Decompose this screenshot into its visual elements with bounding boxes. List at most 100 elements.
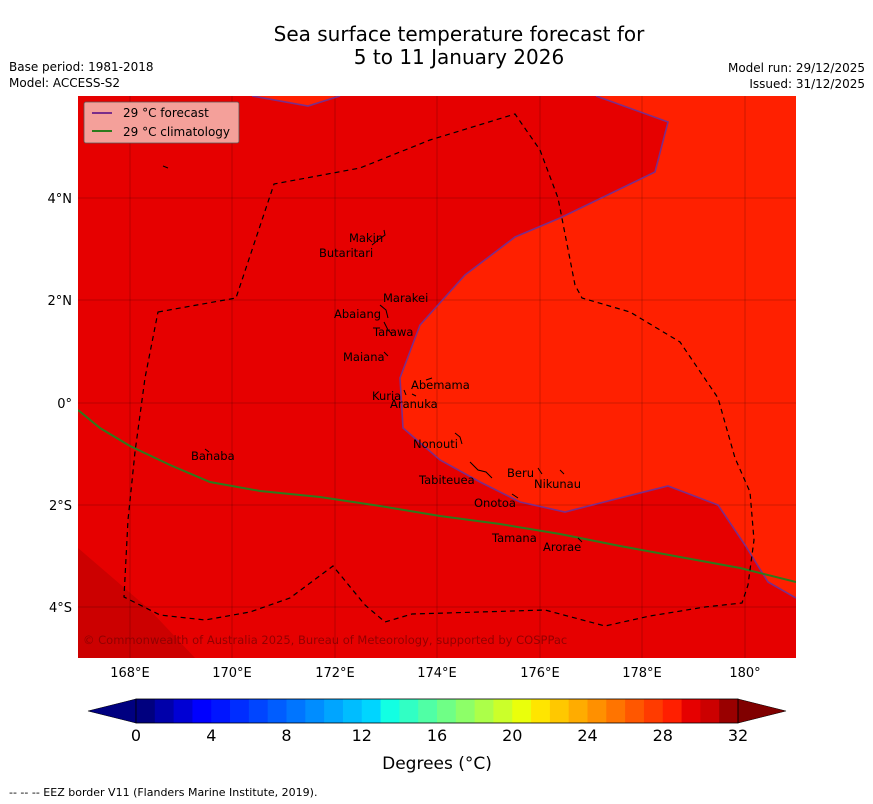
colorbar-cell bbox=[437, 699, 457, 723]
map-area: Makin Butaritari Marakei Abaiang Tarawa … bbox=[78, 96, 796, 658]
legend-forecast-label: 29 °C forecast bbox=[123, 106, 209, 120]
footer-note: -- -- -- EEZ border V11 (Flanders Marine… bbox=[9, 786, 318, 799]
place-kuria: Kuria bbox=[372, 389, 401, 403]
colorbar-over-arrow bbox=[737, 698, 787, 724]
place-nikunau: Nikunau bbox=[534, 477, 581, 491]
x-tick-176e: 176°E bbox=[520, 666, 560, 681]
y-tick-0: 0° bbox=[57, 397, 72, 412]
model-name: Model: ACCESS-S2 bbox=[9, 76, 121, 90]
island-outlines bbox=[162, 165, 583, 543]
place-abaiang: Abaiang bbox=[334, 307, 381, 321]
place-banaba: Banaba bbox=[191, 449, 235, 463]
copyright-notice: © Commonwealth of Australia 2025, Bureau… bbox=[83, 633, 567, 647]
colorbar-cell bbox=[305, 699, 325, 723]
y-tick-2s: 2°S bbox=[49, 499, 72, 514]
colorbar-cell bbox=[248, 699, 269, 723]
y-tick-4n: 4°N bbox=[48, 192, 73, 207]
chart-title-line2: 5 to 11 January 2026 bbox=[353, 45, 565, 69]
colorbar-cell bbox=[192, 699, 212, 723]
colorbar-cell bbox=[211, 699, 231, 723]
colorbar-tick-label: 4 bbox=[206, 726, 216, 745]
place-marakei: Marakei bbox=[383, 291, 428, 305]
colorbar-cell bbox=[267, 699, 287, 723]
colorbar-title: Degrees (°C) bbox=[382, 754, 492, 774]
y-tick-2n: 2°N bbox=[48, 294, 73, 309]
colorbar-cell bbox=[361, 699, 381, 723]
x-tick-174e: 174°E bbox=[417, 666, 457, 681]
x-tick-178e: 178°E bbox=[622, 666, 662, 681]
place-makin: Makin bbox=[349, 231, 383, 245]
colorbar-cells bbox=[136, 699, 739, 723]
colorbar-cell bbox=[512, 699, 532, 723]
colorbar-cell bbox=[568, 699, 588, 723]
forecast-29c-contour bbox=[251, 96, 796, 599]
place-beru: Beru bbox=[507, 466, 534, 480]
colorbar-tick-labels: 0 4 8 12 16 20 24 28 32 bbox=[131, 726, 748, 745]
colorbar-cell bbox=[173, 699, 193, 723]
x-tick-172e: 172°E bbox=[315, 666, 355, 681]
place-tarawa: Tarawa bbox=[372, 325, 413, 339]
eez-border bbox=[123, 113, 755, 627]
colorbar-tick-label: 20 bbox=[502, 726, 522, 745]
colorbar-cell bbox=[230, 699, 250, 723]
colorbar-cell bbox=[643, 699, 664, 723]
colorbar-tick-label: 32 bbox=[728, 726, 748, 745]
colorbar-cell bbox=[531, 699, 551, 723]
sst-warm-region bbox=[400, 96, 796, 598]
base-period: Base period: 1981-2018 bbox=[9, 60, 154, 74]
place-maiana: Maiana bbox=[343, 350, 385, 364]
colorbar-frame bbox=[135, 698, 739, 724]
colorbar-cell bbox=[662, 699, 682, 723]
colorbar-tick-label: 0 bbox=[131, 726, 141, 745]
sst-top-strip bbox=[252, 96, 340, 106]
colorbar-cell bbox=[681, 699, 701, 723]
colorbar-tick-label: 24 bbox=[577, 726, 597, 745]
colorbar-tick-label: 8 bbox=[281, 726, 291, 745]
place-onotoa: Onotoa bbox=[474, 496, 516, 510]
colorbar-cell bbox=[154, 699, 175, 723]
colorbar-cell bbox=[474, 699, 494, 723]
colorbar-cell bbox=[625, 699, 645, 723]
colorbar-cell bbox=[399, 699, 419, 723]
colorbar-cell bbox=[493, 699, 513, 723]
grid-lines bbox=[78, 96, 796, 658]
x-axis-labels: 168°E 170°E 172°E 174°E 176°E 178°E 180° bbox=[110, 666, 760, 681]
model-run: Model run: 29/12/2025 bbox=[727, 61, 865, 75]
colorbar-tick-label: 28 bbox=[653, 726, 673, 745]
issued-date: Issued: 31/12/2025 bbox=[749, 77, 865, 91]
colorbar-cell bbox=[455, 699, 476, 723]
colorbar-cell bbox=[719, 699, 739, 723]
colorbar-under-arrow bbox=[87, 698, 137, 724]
colorbar-cell bbox=[136, 699, 156, 723]
island-labels: Makin Butaritari Marakei Abaiang Tarawa … bbox=[191, 231, 581, 554]
place-aranuka: Aranuka bbox=[390, 397, 438, 411]
y-axis-labels: 4°N 2°N 0° 2°S 4°S bbox=[48, 192, 73, 616]
colorbar-cell bbox=[418, 699, 438, 723]
y-tick-4s: 4°S bbox=[49, 601, 72, 616]
colorbar-tick-label: 16 bbox=[427, 726, 447, 745]
colorbar-cell bbox=[606, 699, 626, 723]
place-nonouti: Nonouti bbox=[413, 437, 458, 451]
colorbar-cell bbox=[587, 699, 607, 723]
colorbar-cell bbox=[380, 699, 400, 723]
legend-climatology-label: 29 °C climatology bbox=[123, 125, 230, 139]
colorbar-cell bbox=[700, 699, 720, 723]
colorbar: 0 4 8 12 16 20 24 28 32 Degrees (°C) bbox=[87, 698, 787, 774]
x-tick-168e: 168°E bbox=[110, 666, 150, 681]
x-tick-170e: 170°E bbox=[212, 666, 252, 681]
colorbar-cell bbox=[286, 699, 306, 723]
colorbar-cell bbox=[324, 699, 344, 723]
colorbar-cell bbox=[342, 699, 363, 723]
map-legend: 29 °C forecast 29 °C climatology bbox=[83, 101, 240, 144]
place-arorae: Arorae bbox=[543, 540, 581, 554]
climatology-29c-contour bbox=[78, 409, 796, 583]
place-tamana: Tamana bbox=[491, 531, 537, 545]
place-tabiteuea: Tabiteuea bbox=[418, 473, 475, 487]
x-tick-180: 180° bbox=[729, 666, 760, 681]
colorbar-tick-label: 12 bbox=[352, 726, 372, 745]
place-butaritari: Butaritari bbox=[319, 246, 373, 260]
sst-cool-region bbox=[78, 548, 195, 658]
colorbar-cell bbox=[549, 699, 570, 723]
chart-title-line1: Sea surface temperature forecast for bbox=[273, 22, 645, 46]
